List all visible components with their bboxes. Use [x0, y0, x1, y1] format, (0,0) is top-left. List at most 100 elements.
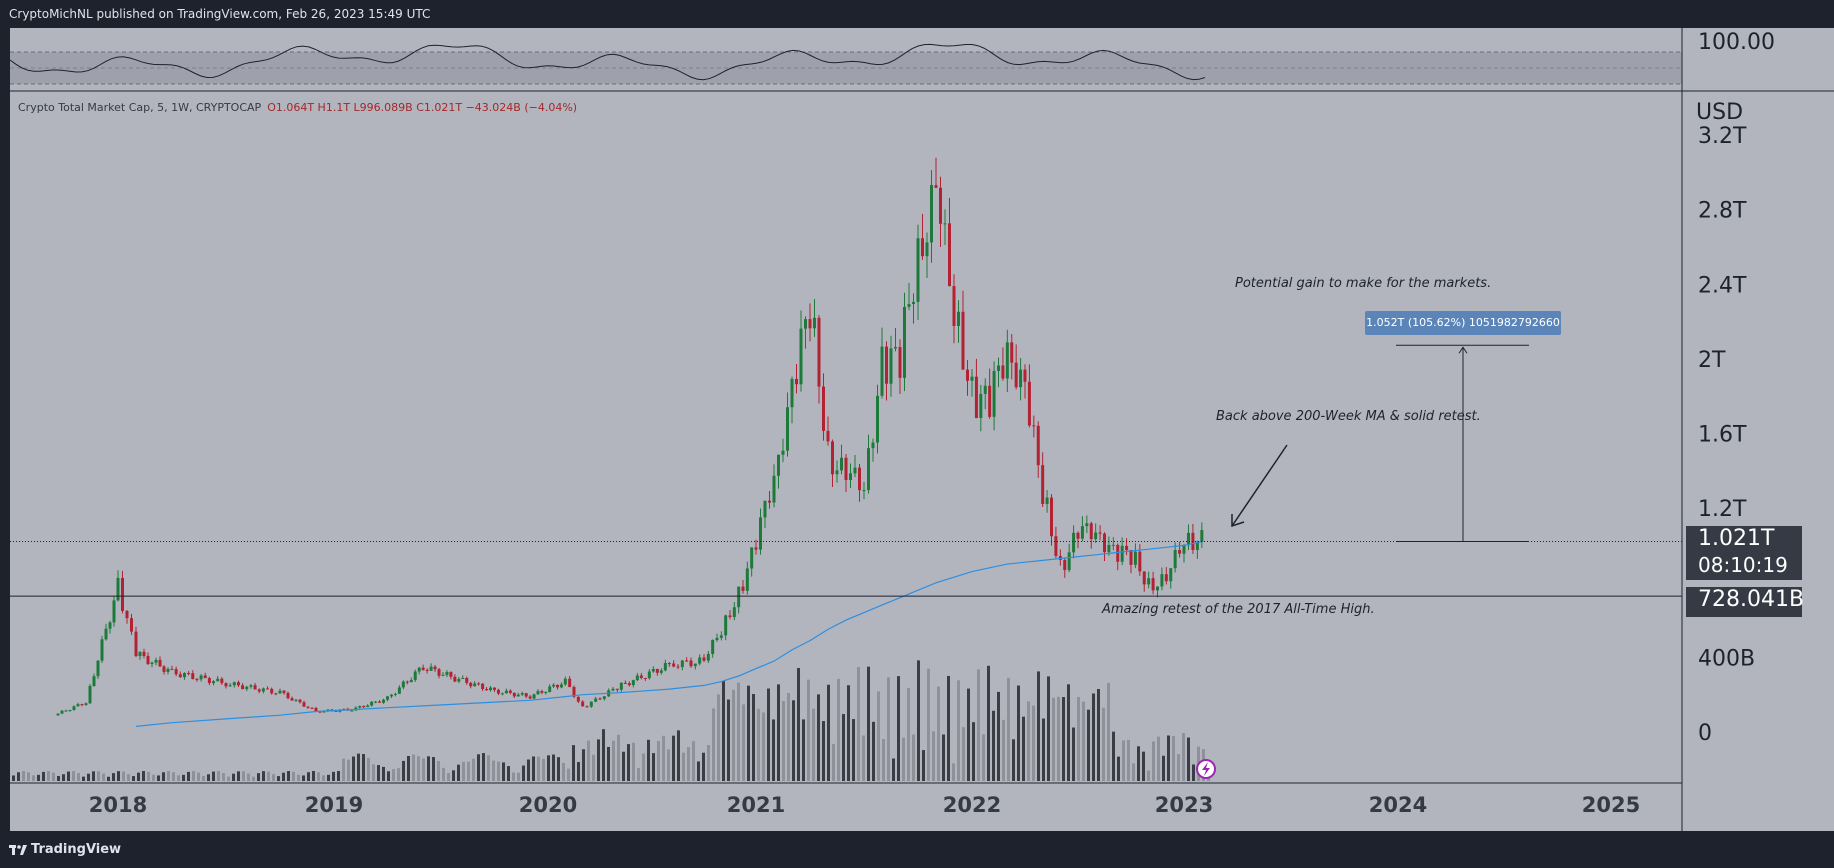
symbol-legend[interactable]: Crypto Total Market Cap, 5, 1W, CRYPTOCA…: [18, 101, 577, 114]
volume-bar: [932, 731, 935, 781]
volume-bar: [582, 749, 585, 781]
candle-body: [676, 666, 680, 668]
candle-body: [397, 687, 401, 694]
candle-body: [112, 600, 116, 623]
candle-body: [786, 407, 789, 451]
price-tick-label: 3.2T: [1698, 124, 1747, 149]
volume-bar: [1067, 684, 1070, 781]
time-tick-label: 2021: [727, 793, 785, 817]
volume-bar: [837, 678, 840, 781]
candle-body: [496, 689, 500, 694]
volume-bar: [782, 701, 785, 781]
candle-body: [382, 699, 386, 703]
candle-body: [441, 674, 445, 676]
candle-body: [1107, 545, 1111, 553]
volume-bar: [417, 756, 420, 781]
time-tick-label: 2019: [305, 793, 363, 817]
volume-bar: [37, 774, 40, 781]
volume-bar: [332, 771, 335, 781]
volume-bar: [817, 694, 820, 781]
candle-body: [212, 681, 216, 684]
volume-bar: [72, 771, 75, 781]
candle-body: [907, 304, 911, 307]
volume-bar: [887, 677, 890, 781]
candle-body: [1195, 541, 1199, 550]
volume-bar: [822, 721, 825, 781]
volume-bar: [372, 764, 375, 781]
candle-body: [1116, 544, 1120, 562]
volume-bar: [682, 752, 685, 781]
candle-body: [524, 693, 528, 697]
volume-bar: [802, 719, 805, 781]
current-price-tag: 1.021T: [1686, 526, 1802, 552]
volume-bar: [872, 721, 875, 781]
candle-body: [799, 328, 803, 385]
candle-body: [1085, 523, 1089, 527]
volume-bar: [942, 734, 945, 781]
volume-bar: [1077, 696, 1080, 781]
candle-body: [719, 635, 723, 638]
candle-body: [556, 684, 560, 688]
candle-body: [130, 618, 133, 632]
level-tag: 728.041B: [1686, 587, 1804, 617]
candle-body: [100, 639, 104, 661]
volume-bar: [147, 771, 150, 781]
candle-body: [711, 640, 715, 654]
volume-bar: [217, 771, 220, 781]
tradingview-logo[interactable]: TradingView: [9, 842, 121, 857]
candle-body: [611, 688, 615, 691]
volume-bar: [832, 743, 835, 781]
candle-body: [772, 475, 776, 503]
candle-body: [667, 663, 671, 665]
volume-bar: [1167, 735, 1170, 781]
volume-bar: [1137, 746, 1140, 781]
candle-body: [685, 660, 689, 662]
volume-bar: [547, 755, 550, 781]
candle-body: [680, 660, 684, 668]
annotation-retest: Amazing retest of the 2017 All-Time High…: [1102, 602, 1375, 617]
candle-body: [1089, 523, 1093, 540]
footer: TradingView: [0, 831, 1834, 868]
candle-body: [134, 631, 138, 657]
volume-bar: [197, 772, 200, 781]
volume-bar: [467, 761, 470, 781]
volume-bar: [187, 771, 190, 781]
volume-bar: [172, 772, 175, 781]
volume-bar: [617, 734, 620, 781]
volume-bar: [1177, 754, 1180, 781]
measure-callout[interactable]: 1.052T (105.62%) 1051982792660: [1365, 311, 1561, 335]
candle-body: [334, 710, 338, 712]
candle-body: [393, 693, 397, 695]
candle-body: [270, 688, 274, 694]
ohlc-values: O1.064T H1.1T L996.089B C1.021T −43.024B…: [267, 101, 578, 114]
candle-body: [1019, 369, 1023, 388]
rsi-axis-label: 100.00: [1698, 30, 1775, 55]
candle-body: [894, 347, 897, 349]
volume-bar: [672, 735, 675, 781]
volume-bar: [322, 775, 325, 781]
volume-bar: [627, 744, 630, 781]
candle-body: [871, 442, 875, 449]
volume-bar: [587, 740, 590, 781]
volume-bar: [1172, 736, 1175, 781]
volume-bar: [792, 700, 795, 781]
candle-body: [261, 688, 265, 692]
volume-bar: [807, 679, 810, 781]
volume-bar: [667, 749, 670, 781]
volume-bar: [507, 766, 510, 781]
volume-bar: [902, 737, 905, 781]
volume-bar: [957, 680, 960, 781]
volume-bar: [597, 739, 600, 781]
volume-bar: [222, 773, 225, 781]
candle-body: [979, 393, 983, 419]
candle-body: [220, 678, 224, 684]
candle-body: [358, 706, 362, 708]
candle-body: [154, 659, 158, 663]
candle-body: [544, 691, 548, 693]
candle-body: [1125, 545, 1129, 551]
volume-bar: [677, 730, 680, 781]
volume-bar: [692, 741, 695, 781]
volume-bar: [297, 774, 300, 781]
volume-bar: [1182, 733, 1185, 781]
